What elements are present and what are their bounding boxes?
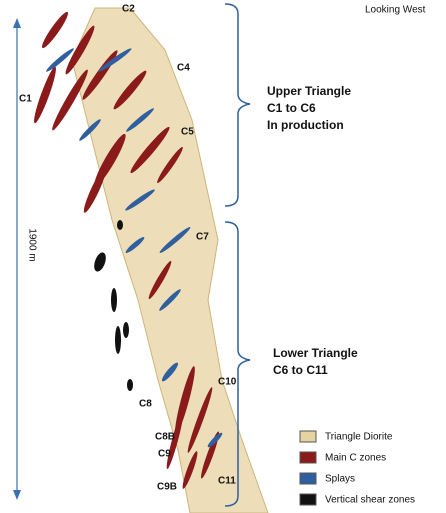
scale-bar [13,18,21,500]
upper-bracket [224,3,251,207]
zone-label: C10 [218,377,237,388]
zone-label: C7 [196,232,209,243]
legend-swatch [299,493,317,506]
view-label: Looking West [365,5,426,16]
group-title: Lower Triangle [273,346,358,360]
zone-label: C9 [158,449,171,460]
zone-label: C4 [177,63,190,74]
legend-label: Splays [325,474,355,485]
zone-label: C1 [19,94,32,105]
legend-swatch [299,451,317,464]
legend: Triangle Diorite Main C zones Splays Ver… [299,430,415,506]
lower-bracket [224,221,251,507]
group-line: C6 to C11 [273,363,328,377]
scale-label: 1900 m [26,228,37,261]
legend-label: Vertical shear zones [325,495,415,506]
group-line: In production [267,118,344,132]
zone-label: C11 [218,476,236,487]
zone-label: C9B [157,482,177,493]
zone-label: C5 [181,127,194,138]
legend-swatch [299,472,317,485]
zone-label: C2 [122,4,135,15]
triangle-diorite [71,7,269,513]
zone-label: C8 [139,399,152,410]
main-c-zones [34,11,220,489]
vertical-shear-zones [94,220,133,391]
splays [46,48,223,448]
legend-swatch [299,430,317,443]
group-title: Upper Triangle [267,84,351,98]
group-line: C1 to C6 [267,101,316,115]
legend-label: Triangle Diorite [325,432,393,443]
zone-label: C8B [155,432,175,443]
legend-label: Main C zones [325,453,386,464]
